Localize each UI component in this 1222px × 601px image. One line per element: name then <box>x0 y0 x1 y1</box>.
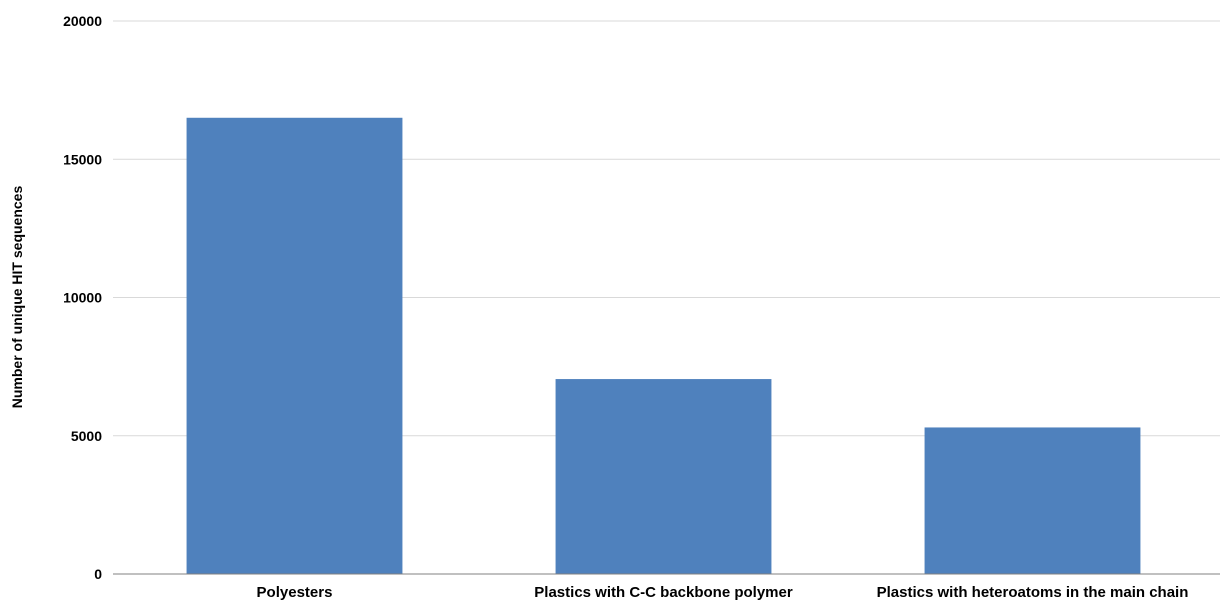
x-tick-labels: Polyesters Plastics with C-C backbone pol… <box>257 584 1189 601</box>
bar <box>186 117 403 575</box>
y-tick-label: 15000 <box>63 151 102 167</box>
y-tick-label: 0 <box>94 566 102 582</box>
y-tick-labels: 0 5000 10000 15000 20000 <box>63 13 102 582</box>
x-tick-label: Polyesters <box>257 584 333 601</box>
x-tick-label: Plastics with C-C backbone polymer <box>534 584 793 601</box>
bar <box>555 379 772 574</box>
bar <box>924 427 1141 574</box>
y-tick-label: 10000 <box>63 290 102 306</box>
x-tick-label: Plastics with heteroatoms in the main ch… <box>877 584 1189 601</box>
bars <box>186 117 1141 575</box>
y-axis-label: Number of unique HIT sequences <box>9 186 25 409</box>
y-tick-label: 5000 <box>71 428 102 444</box>
y-tick-label: 20000 <box>63 13 102 29</box>
